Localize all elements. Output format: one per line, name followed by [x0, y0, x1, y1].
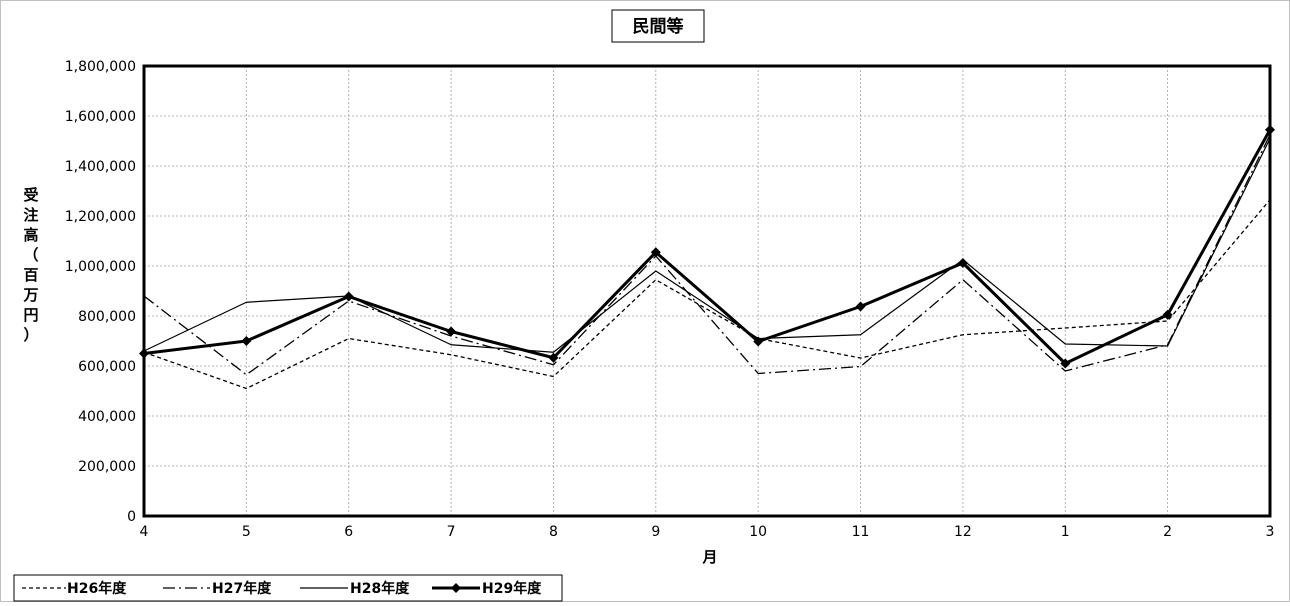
y-axis-title: 受注高（百万円）	[22, 186, 38, 344]
y-tick-label: 400,000	[78, 409, 136, 425]
x-axis-ticks: 4 5 6 7 8 9 10 11 12 1 2 3	[140, 524, 1275, 540]
y-tick-label: 1,200,000	[65, 209, 136, 225]
data-point	[241, 336, 252, 346]
series-line-4	[143, 129, 1272, 365]
legend-marker	[451, 583, 461, 593]
x-tick-label: 5	[242, 524, 251, 540]
series-lines	[139, 124, 1275, 390]
data-point	[855, 301, 866, 312]
x-tick-label: 10	[749, 524, 767, 540]
x-tick-label: 2	[1163, 524, 1172, 540]
y-tick-label: 200,000	[78, 459, 136, 475]
legend: H26年度 H27年度 H28年度 H29年度	[13, 574, 563, 602]
x-axis-title: 月	[701, 548, 717, 566]
data-point	[1162, 309, 1173, 320]
series-line-3	[143, 138, 1271, 353]
y-tick-label: 800,000	[78, 309, 136, 325]
data-point	[957, 258, 968, 268]
chart-title-frame	[611, 9, 705, 43]
data-point	[343, 291, 354, 302]
y-tick-label: 1,800,000	[65, 59, 136, 75]
plot-area-border	[142, 64, 1272, 518]
x-tick-label: 11	[852, 524, 870, 540]
x-tick-label: 8	[549, 524, 558, 540]
legend-label-4: H29年度	[482, 580, 542, 597]
y-tick-label: 1,400,000	[65, 159, 136, 175]
data-point	[650, 247, 661, 258]
x-tick-label: 1	[1061, 524, 1070, 540]
legend-label-3: H28年度	[350, 580, 410, 597]
legend-label-1: H26年度	[67, 580, 127, 597]
chart-title: 民間等	[633, 16, 684, 37]
y-tick-label: 1,600,000	[65, 109, 136, 125]
x-tick-label: 4	[140, 524, 149, 540]
series-line-1	[143, 199, 1271, 390]
x-tick-label: 12	[954, 524, 972, 540]
x-tick-label: 6	[344, 524, 353, 540]
legend-label-2: H27年度	[212, 580, 272, 597]
x-tick-label: 7	[447, 524, 456, 540]
data-point	[446, 326, 457, 337]
y-tick-label: 600,000	[78, 359, 136, 375]
x-tick-label: 9	[651, 524, 660, 540]
series-line-2	[143, 134, 1271, 376]
x-tick-label: 3	[1266, 524, 1275, 540]
data-point	[1060, 358, 1071, 369]
y-tick-label: 1,000,000	[65, 259, 136, 275]
data-point	[548, 352, 559, 363]
chart-title-box: 民間等	[611, 9, 705, 43]
y-tick-label: 0	[127, 509, 136, 525]
y-axis-ticks: 0 200,000 400,000 600,000 800,000 1,000,000 1,…	[65, 59, 136, 525]
data-point	[753, 336, 764, 347]
